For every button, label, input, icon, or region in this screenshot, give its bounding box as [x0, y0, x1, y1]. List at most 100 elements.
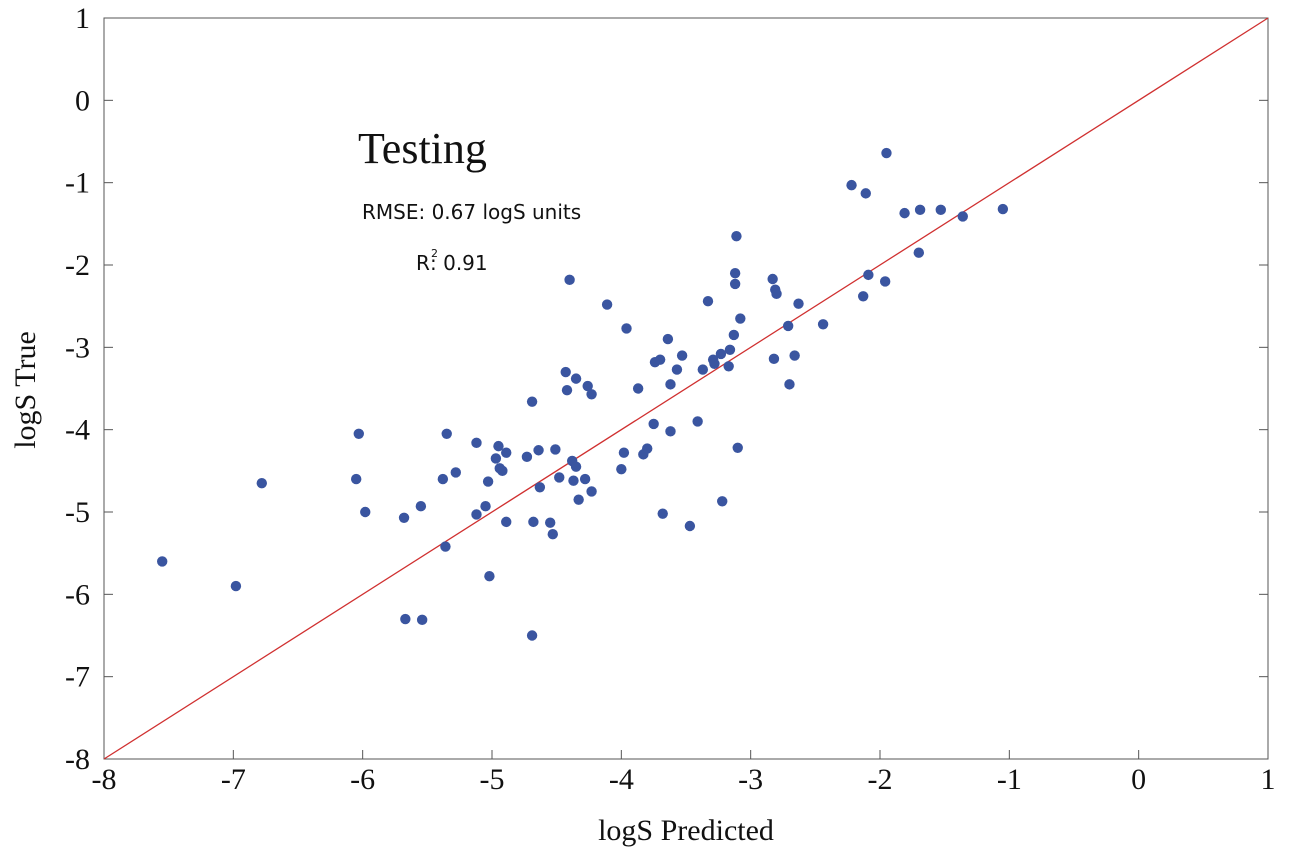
data-point: [857, 291, 869, 302]
data-point: [729, 278, 741, 290]
data-point: [230, 580, 242, 592]
data-point: [471, 437, 482, 449]
data-point: [482, 476, 494, 487]
x-tick-label: -5: [480, 763, 505, 796]
x-axis-label: logS Predicted: [598, 814, 774, 847]
data-point: [618, 447, 630, 458]
data-point: [545, 517, 556, 528]
data-point: [863, 269, 874, 281]
data-point: [997, 203, 1009, 215]
data-point: [914, 204, 926, 216]
data-point: [817, 319, 829, 330]
x-tick-label: -6: [350, 763, 375, 796]
data-point: [440, 541, 451, 552]
plot-area-frame: [103, 17, 1269, 760]
data-point: [437, 473, 449, 485]
r2-value: : 0.91: [430, 251, 488, 275]
chart-title: Testing: [358, 124, 487, 173]
data-point: [767, 273, 778, 285]
data-point: [879, 276, 891, 287]
data-point: [471, 509, 482, 520]
data-point: [521, 451, 533, 463]
data-point: [642, 443, 653, 454]
data-point: [657, 508, 668, 519]
data-point: [570, 461, 582, 472]
data-point: [398, 512, 410, 523]
data-point: [415, 501, 427, 512]
data-point: [724, 344, 736, 356]
data-point: [564, 274, 575, 286]
data-point: [648, 418, 659, 430]
y-tick-label: -1: [65, 167, 90, 200]
data-point: [351, 473, 362, 485]
data-point: [732, 442, 743, 453]
data-point: [256, 477, 267, 489]
data-point: [533, 445, 544, 456]
data-point: [554, 472, 565, 483]
rmse-annotation: RMSE: 0.67 logS units: [362, 200, 581, 224]
data-point: [793, 298, 804, 309]
y-tick-labels: -8 -7 -6 -5 -4 -3 -2 -1 0 1: [65, 2, 90, 776]
data-point: [497, 465, 508, 477]
data-point: [526, 630, 538, 641]
data-point: [731, 230, 742, 242]
data-point: [484, 571, 495, 582]
r2-superscript: 2: [431, 247, 438, 260]
data-point: [586, 486, 597, 497]
data-point: [416, 614, 428, 626]
r2-label: R: [416, 251, 430, 275]
data-point: [534, 482, 546, 493]
reference-line: [103, 17, 1269, 760]
data-point: [582, 380, 593, 392]
data-point: [957, 211, 968, 222]
data-point: [561, 384, 573, 396]
data-points: [157, 147, 1009, 641]
y-tick-label: -4: [65, 414, 90, 447]
y-tick-label: -5: [65, 496, 90, 529]
y-tick-label: 0: [75, 84, 90, 117]
data-point: [493, 440, 504, 452]
data-point: [400, 613, 411, 625]
x-tick-label: -8: [92, 763, 117, 796]
data-point: [771, 288, 782, 300]
data-point: [881, 147, 892, 159]
x-tick-label: 1: [1261, 763, 1276, 796]
data-point: [697, 364, 709, 375]
data-point: [723, 361, 734, 372]
data-point: [360, 506, 371, 518]
data-point: [528, 516, 539, 528]
y-tick-label: -6: [65, 578, 90, 611]
data-point: [157, 556, 168, 567]
data-point: [573, 494, 584, 505]
data-point: [480, 501, 491, 512]
x-tick-label: 0: [1131, 763, 1146, 796]
data-point: [490, 453, 502, 464]
data-point: [784, 379, 795, 390]
x-tick-label: -1: [997, 763, 1022, 796]
data-point: [586, 389, 597, 400]
y-tick-label: -3: [65, 331, 90, 364]
data-point: [676, 350, 688, 361]
data-point: [717, 496, 728, 507]
data-point: [550, 444, 561, 455]
data-point: [671, 364, 683, 375]
data-point: [616, 463, 627, 475]
y-tick-label: 1: [75, 2, 90, 35]
data-point: [579, 473, 591, 485]
tick-marks: [103, 17, 1269, 760]
data-point: [621, 323, 632, 334]
data-point: [570, 373, 582, 384]
data-point: [560, 366, 571, 378]
data-point: [728, 329, 740, 341]
data-point: [935, 204, 946, 216]
data-point: [709, 358, 720, 369]
data-point: [789, 350, 800, 361]
data-point: [665, 379, 676, 390]
data-point: [662, 333, 674, 345]
x-tick-label: -3: [738, 763, 763, 796]
data-point: [860, 188, 871, 199]
data-point: [702, 296, 714, 307]
data-point: [601, 299, 613, 310]
data-point: [768, 353, 780, 365]
